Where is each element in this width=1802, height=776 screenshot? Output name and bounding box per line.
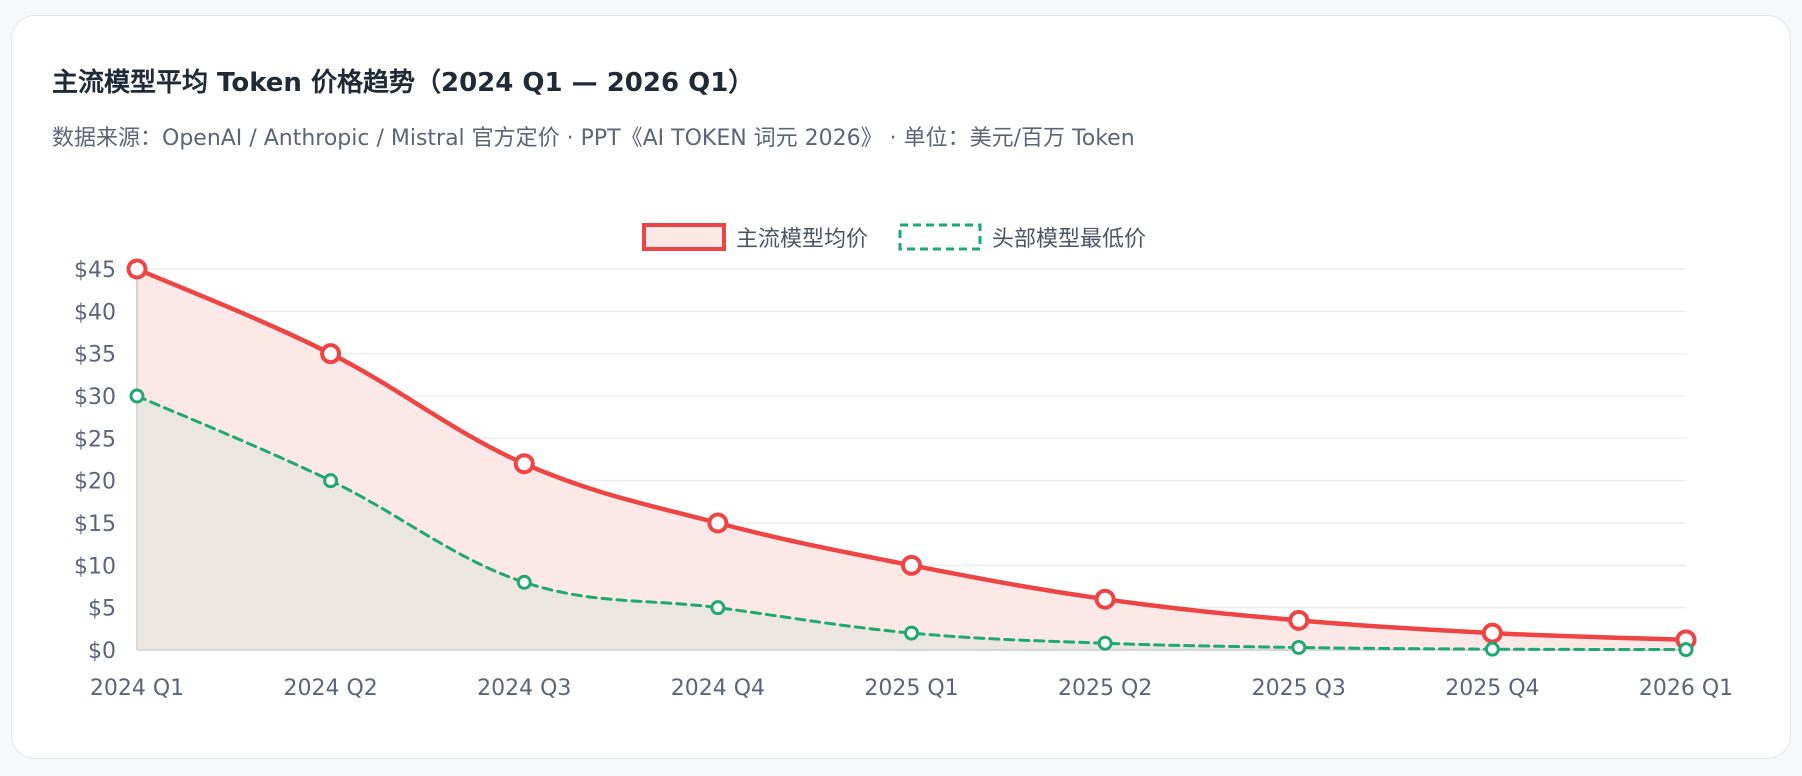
y-tick-label: $25 — [74, 427, 116, 452]
y-tick-label: $15 — [74, 512, 116, 537]
y-tick-label: $20 — [74, 470, 116, 495]
chart-subtitle: 数据来源：OpenAI / Anthropic / Mistral 官方定价 ·… — [52, 126, 1135, 151]
y-tick-label: $30 — [74, 385, 116, 410]
chart-title: 主流模型平均 Token 价格趋势（2024 Q1 — 2026 Q1） — [52, 68, 755, 98]
data-point-0[interactable] — [320, 343, 342, 365]
x-tick-label: 2025 Q3 — [1252, 676, 1346, 701]
y-tick-label: $40 — [74, 300, 116, 325]
x-tick-label: 2024 Q1 — [90, 676, 184, 701]
data-point-0[interactable] — [707, 512, 729, 534]
legend-label-lowest[interactable]: 头部模型最低价 — [992, 227, 1146, 252]
legend-item-average[interactable]: 主流模型均价 — [642, 223, 868, 252]
data-point-0[interactable] — [1288, 609, 1310, 631]
y-tick-label: $10 — [74, 554, 116, 579]
data-point-0[interactable] — [513, 453, 535, 475]
data-point-1[interactable] — [516, 574, 532, 590]
x-tick-label: 2025 Q2 — [1058, 676, 1152, 701]
x-tick-label: 2025 Q4 — [1445, 676, 1539, 701]
x-tick-label: 2024 Q2 — [283, 676, 377, 701]
y-tick-label: $0 — [88, 639, 116, 664]
y-tick-label: $45 — [74, 258, 116, 283]
data-point-1[interactable] — [1291, 639, 1307, 655]
y-tick-label: $35 — [74, 343, 116, 368]
data-point-0[interactable] — [1481, 622, 1503, 644]
data-point-1[interactable] — [1097, 635, 1113, 651]
data-point-1[interactable] — [323, 473, 339, 489]
series-area-0 — [137, 269, 1686, 650]
data-point-1[interactable] — [1678, 642, 1694, 658]
data-point-0[interactable] — [901, 554, 922, 576]
legend-swatch-lowest[interactable] — [898, 223, 982, 251]
data-point-0[interactable] — [1094, 588, 1116, 610]
x-tick-label: 2024 Q4 — [671, 676, 765, 701]
data-point-0[interactable] — [126, 258, 148, 280]
data-point-1[interactable] — [129, 388, 145, 404]
legend-swatch-average[interactable] — [642, 223, 726, 251]
point-layer[interactable] — [126, 258, 1697, 658]
data-point-1[interactable] — [904, 625, 919, 641]
data-point-1[interactable] — [1484, 641, 1500, 657]
x-tick-label: 2026 Q1 — [1639, 676, 1733, 701]
tick-labels: $0 $5 $10 $15 $20 $25 $30 $35 $40 $45 2024 Q1 2024 … — [74, 258, 1733, 701]
x-tick-label: 2025 Q1 — [864, 676, 958, 701]
area-layer — [137, 269, 1686, 650]
legend-label-average[interactable]: 主流模型均价 — [736, 227, 868, 252]
legend-item-lowest[interactable]: 头部模型最低价 — [898, 223, 1146, 252]
y-tick-label: $5 — [88, 597, 116, 622]
data-point-1[interactable] — [710, 600, 726, 616]
legend[interactable]: 主流模型均价 头部模型最低价 — [642, 223, 1146, 252]
x-tick-label: 2024 Q3 — [477, 676, 571, 701]
